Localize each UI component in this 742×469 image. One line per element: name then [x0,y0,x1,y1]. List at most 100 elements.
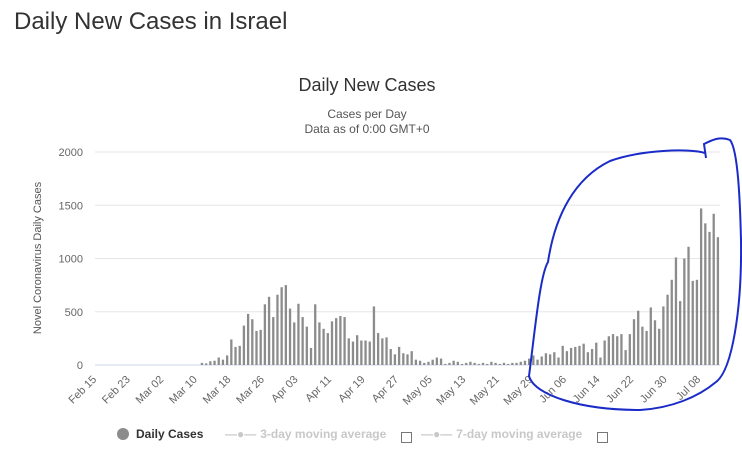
bar[interactable] [666,294,669,365]
bar[interactable] [448,362,451,365]
bar[interactable] [402,353,405,365]
bar[interactable] [389,349,392,365]
bar[interactable] [431,359,434,365]
bar[interactable] [309,347,313,365]
bar[interactable] [548,354,552,365]
bar[interactable] [410,351,413,365]
bar[interactable] [603,340,606,365]
bar[interactable] [230,339,233,365]
bar[interactable] [683,258,686,366]
bar[interactable] [637,310,640,365]
bar[interactable] [288,308,292,365]
bar[interactable] [221,359,225,365]
bar[interactable] [632,319,636,365]
bar[interactable] [532,355,535,365]
bar[interactable] [699,208,703,365]
bar[interactable] [511,362,514,365]
bar[interactable] [704,223,707,365]
bar[interactable] [381,338,384,365]
bar[interactable] [653,320,657,365]
bar[interactable] [586,352,590,365]
bar[interactable] [234,346,237,365]
bar[interactable] [578,345,581,365]
bar[interactable] [561,345,564,365]
bar[interactable] [343,317,346,365]
bar[interactable] [393,354,397,365]
bar[interactable] [477,363,480,365]
bar[interactable] [590,349,594,365]
bar[interactable] [200,362,204,365]
bar[interactable] [284,285,288,365]
bar[interactable] [418,360,422,365]
checkbox-3day[interactable] [401,432,412,443]
bar[interactable] [465,362,468,365]
bar[interactable] [347,338,350,365]
bar[interactable] [599,357,602,365]
bar[interactable] [217,357,220,365]
bar[interactable] [607,336,610,365]
bar[interactable] [339,316,342,365]
bar[interactable] [297,303,300,365]
bar[interactable] [456,361,459,365]
bar[interactable] [641,326,644,365]
bar[interactable] [368,341,371,365]
bar[interactable] [326,333,329,365]
bar[interactable] [494,362,497,365]
bar[interactable] [272,317,275,365]
bar[interactable] [280,287,283,365]
bar[interactable] [209,361,212,365]
bar[interactable] [255,330,258,365]
bar[interactable] [444,363,447,365]
bar[interactable] [565,351,569,365]
legend-daily-cases[interactable]: Daily Cases [117,427,203,441]
bar[interactable] [624,350,627,365]
bar[interactable] [305,326,308,365]
bar[interactable] [385,337,388,365]
bar[interactable] [301,317,304,365]
bar[interactable] [356,335,359,365]
bar[interactable] [435,357,439,365]
bar[interactable] [498,363,501,365]
bar[interactable] [507,363,510,365]
bar[interactable] [376,333,380,365]
bar[interactable] [582,343,585,365]
bar[interactable] [238,345,241,365]
bar[interactable] [263,304,267,365]
bar[interactable] [360,340,363,365]
bar[interactable] [662,306,665,365]
bar[interactable] [645,330,648,365]
bar[interactable] [205,363,208,365]
bar[interactable] [452,360,455,365]
bar[interactable] [267,296,271,365]
bar[interactable] [372,306,376,365]
bar[interactable] [469,361,472,365]
bar[interactable] [460,363,464,365]
bar[interactable] [293,322,296,365]
bar[interactable] [616,336,619,365]
bar[interactable] [213,360,216,365]
bar[interactable] [276,294,279,365]
bar[interactable] [251,319,254,365]
bar[interactable] [523,360,527,365]
bar[interactable] [473,362,476,365]
legend-7day-average[interactable]: —●— 7-day moving average [421,427,582,441]
bar[interactable] [314,304,317,365]
bar[interactable] [536,359,539,365]
bar[interactable] [670,279,673,365]
bar[interactable] [486,363,489,365]
bar[interactable] [611,334,615,365]
bar[interactable] [351,341,355,365]
bar[interactable] [687,246,690,365]
bar[interactable] [557,357,560,365]
bar[interactable] [574,346,577,365]
bar[interactable] [674,257,678,365]
bar[interactable] [658,328,661,365]
bar[interactable] [414,359,418,365]
bar[interactable] [259,329,262,365]
checkbox-7day[interactable] [597,432,608,443]
bar[interactable] [708,231,711,365]
bar[interactable] [712,213,715,365]
bar[interactable] [318,322,321,365]
bar[interactable] [515,362,518,365]
bar[interactable] [397,346,401,365]
